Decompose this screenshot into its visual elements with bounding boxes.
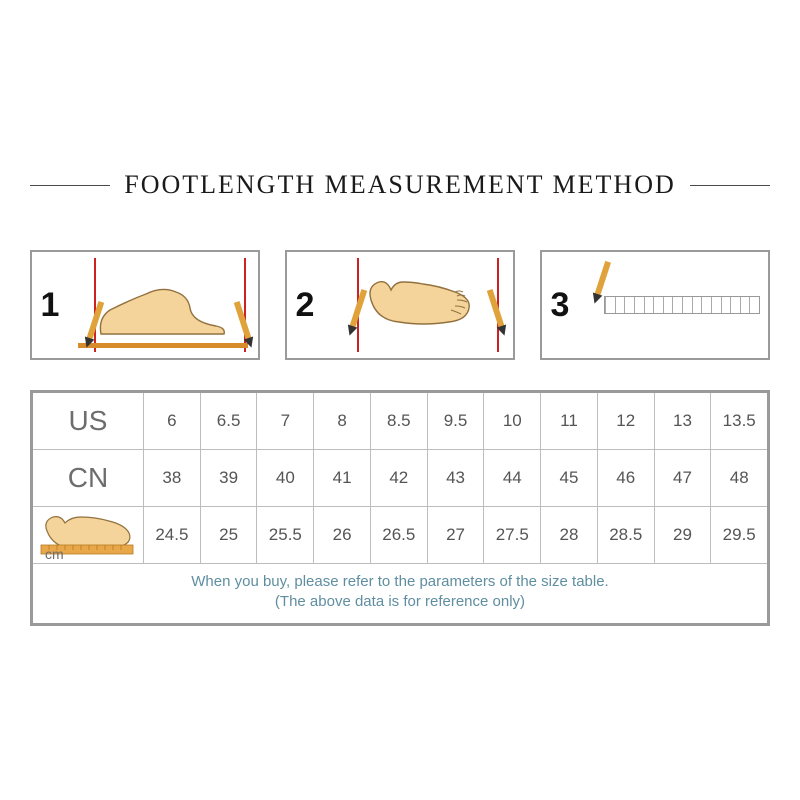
table-cell: 38 bbox=[144, 450, 200, 506]
step-canvas-2 bbox=[323, 252, 513, 358]
ruler-icon bbox=[604, 296, 760, 314]
table-cell: 9.5 bbox=[427, 393, 484, 449]
row-header-us: US bbox=[33, 393, 144, 449]
row-cells-us: 6 6.5 7 8 8.5 9.5 10 11 12 13 13.5 bbox=[144, 393, 767, 449]
table-row-cm: cm 24.5 25 25.5 26 26.5 27 27.5 28 28.5 … bbox=[33, 506, 767, 563]
table-cell: 10 bbox=[483, 393, 540, 449]
table-cell: 39 bbox=[200, 450, 257, 506]
pencil-icon bbox=[487, 289, 505, 329]
title-row: FOOTLENGTH MEASUREMENT METHOD bbox=[30, 170, 770, 200]
page: FOOTLENGTH MEASUREMENT METHOD 1 2 bbox=[0, 0, 800, 800]
step-box-2: 2 bbox=[285, 250, 515, 360]
table-cell: 24.5 bbox=[144, 507, 200, 563]
table-row-us: US 6 6.5 7 8 8.5 9.5 10 11 12 13 13.5 bbox=[33, 393, 767, 449]
row-cells-cm: 24.5 25 25.5 26 26.5 27 27.5 28 28.5 29 … bbox=[144, 507, 767, 563]
title-rule-left bbox=[30, 185, 110, 186]
table-cell: 45 bbox=[540, 450, 597, 506]
foot-cm-icon: cm bbox=[37, 509, 137, 559]
note-line-2: (The above data is for reference only) bbox=[39, 592, 761, 612]
table-cell: 12 bbox=[597, 393, 654, 449]
table-cell: 28.5 bbox=[597, 507, 654, 563]
table-cell: 41 bbox=[313, 450, 370, 506]
table-cell: 11 bbox=[540, 393, 597, 449]
table-cell: 8 bbox=[313, 393, 370, 449]
pencil-icon bbox=[234, 301, 252, 341]
table-cell: 6.5 bbox=[200, 393, 257, 449]
foot-top-icon bbox=[363, 272, 473, 332]
table-cell: 25 bbox=[200, 507, 257, 563]
step-number-1: 1 bbox=[32, 252, 68, 358]
note-line-1: When you buy, please refer to the parame… bbox=[39, 572, 761, 592]
table-note: When you buy, please refer to the parame… bbox=[33, 563, 767, 623]
table-cell: 6 bbox=[144, 393, 200, 449]
table-cell: 47 bbox=[654, 450, 711, 506]
step-number-3: 3 bbox=[542, 252, 578, 358]
step-box-1: 1 bbox=[30, 250, 260, 360]
table-cell: 42 bbox=[370, 450, 427, 506]
size-table: US 6 6.5 7 8 8.5 9.5 10 11 12 13 13.5 CN… bbox=[30, 390, 770, 626]
table-cell: 27.5 bbox=[483, 507, 540, 563]
page-title: FOOTLENGTH MEASUREMENT METHOD bbox=[124, 170, 676, 200]
ground-line-icon bbox=[78, 343, 248, 348]
table-cell: 44 bbox=[483, 450, 540, 506]
row-header-cm: cm bbox=[33, 507, 144, 563]
table-cell: 25.5 bbox=[256, 507, 313, 563]
step-canvas-3 bbox=[578, 252, 768, 358]
table-cell: 26 bbox=[313, 507, 370, 563]
table-cell: 40 bbox=[256, 450, 313, 506]
table-row-cn: CN 38 39 40 41 42 43 44 45 46 47 48 bbox=[33, 449, 767, 506]
title-rule-right bbox=[690, 185, 770, 186]
table-cell: 26.5 bbox=[370, 507, 427, 563]
table-cell: 29.5 bbox=[710, 507, 767, 563]
table-cell: 29 bbox=[654, 507, 711, 563]
table-cell: 46 bbox=[597, 450, 654, 506]
svg-text:cm: cm bbox=[45, 546, 64, 559]
table-cell: 7 bbox=[256, 393, 313, 449]
table-cell: 28 bbox=[540, 507, 597, 563]
step-number-2: 2 bbox=[287, 252, 323, 358]
table-cell: 13 bbox=[654, 393, 711, 449]
table-cell: 27 bbox=[427, 507, 484, 563]
table-cell: 43 bbox=[427, 450, 484, 506]
table-cell: 8.5 bbox=[370, 393, 427, 449]
table-cell: 48 bbox=[710, 450, 767, 506]
steps-row: 1 2 bbox=[30, 250, 770, 360]
row-header-cn: CN bbox=[33, 450, 144, 506]
step-box-3: 3 bbox=[540, 250, 770, 360]
pencil-icon bbox=[594, 261, 611, 297]
row-cells-cn: 38 39 40 41 42 43 44 45 46 47 48 bbox=[144, 450, 767, 506]
table-cell: 13.5 bbox=[710, 393, 767, 449]
step-canvas-1 bbox=[68, 252, 258, 358]
foot-side-icon bbox=[96, 282, 226, 344]
